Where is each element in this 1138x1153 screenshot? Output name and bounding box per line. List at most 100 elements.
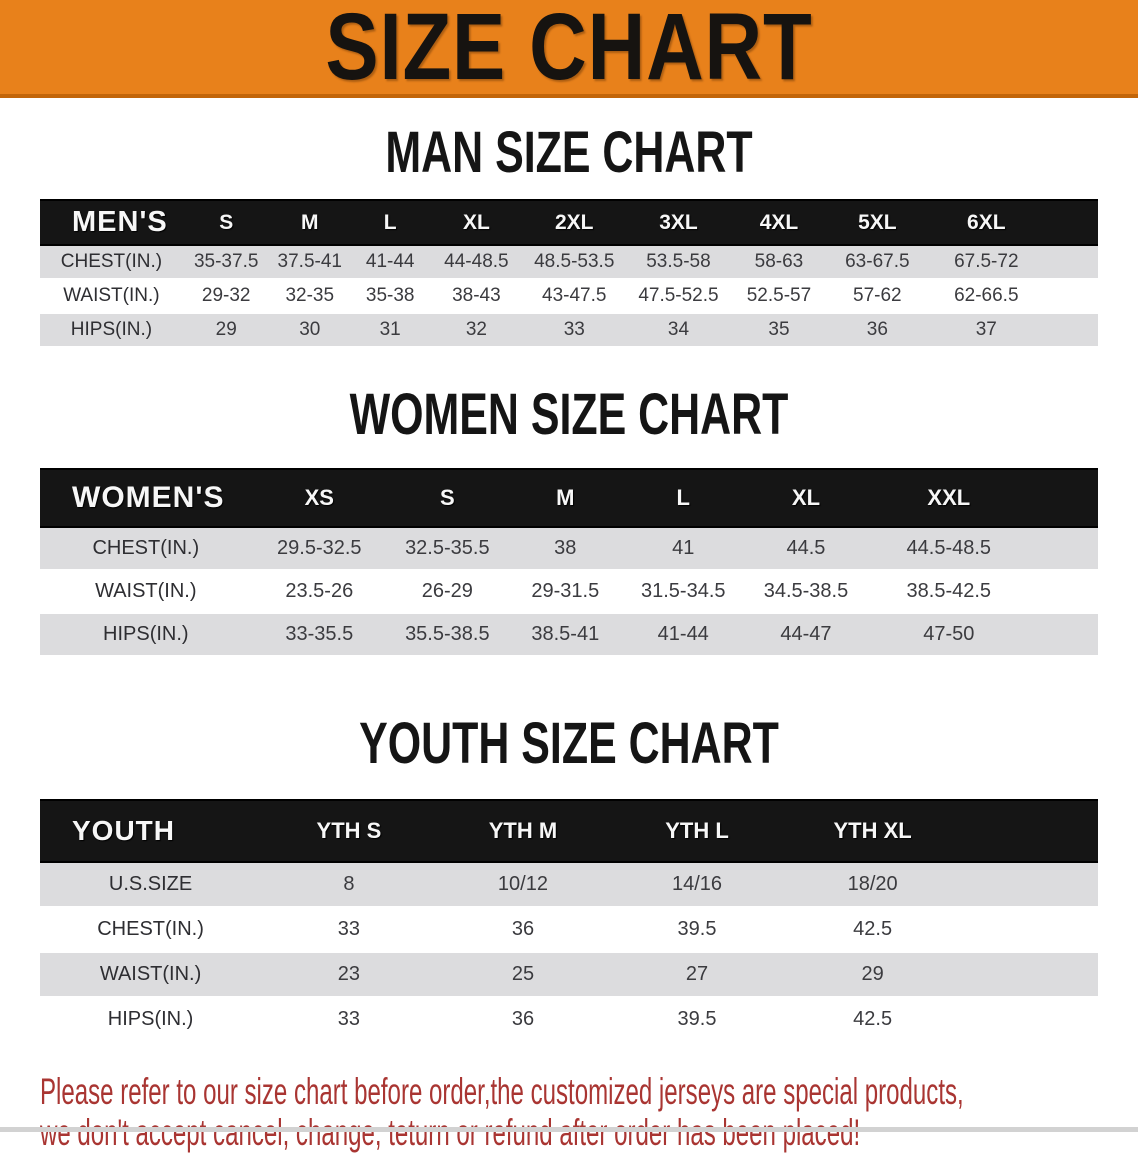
size-column-header: XL: [743, 468, 869, 528]
size-value-cell: 47.5-52.5: [626, 279, 731, 314]
size-column-header: 3XL: [626, 199, 731, 246]
size-value-cell: 44-48.5: [430, 245, 523, 280]
order-policy-note-line2: we don't accept cancel, change, teturn o…: [40, 1112, 861, 1153]
size-value-cell: 31.5-34.5: [622, 570, 744, 614]
size-value-cell: 29-32: [182, 279, 270, 314]
size-value-cell: 39.5: [609, 907, 785, 953]
measurement-row: HIPS(IN.) 33 36 39.5 42.5: [40, 997, 1098, 1043]
size-value-cell: 34.5-38.5: [743, 570, 869, 614]
size-value-cell: 35.5-38.5: [387, 613, 508, 657]
size-value-cell: 31: [349, 313, 431, 348]
size-value-cell: 62-66.5: [927, 279, 1046, 314]
size-value-cell: 57-62: [827, 279, 928, 314]
row-spacer-cell: [1029, 527, 1098, 571]
row-spacer-cell: [960, 907, 1098, 953]
size-value-cell: 27: [609, 952, 785, 998]
youth-size-table: YOUTH YTH S YTH M YTH L YTH XL U.S.SIZE 8 10/12…: [40, 799, 1098, 1043]
size-value-cell: 44-47: [743, 613, 869, 657]
size-column-header: M: [507, 468, 623, 528]
size-value-cell: 44.5-48.5: [868, 527, 1030, 571]
size-value-cell: 23: [261, 952, 437, 998]
size-column-header: XS: [251, 468, 388, 528]
size-value-cell: 53.5-58: [626, 245, 731, 280]
row-spacer-cell: [960, 952, 1098, 998]
size-value-cell: 33-35.5: [251, 613, 388, 657]
size-column-header: YTH XL: [784, 799, 961, 863]
size-value-cell: 29.5-32.5: [251, 527, 388, 571]
size-value-cell: 52.5-57: [730, 279, 828, 314]
size-value-cell: 35-38: [349, 279, 431, 314]
size-column-header: YTH M: [436, 799, 610, 863]
size-value-cell: 38.5-42.5: [868, 570, 1030, 614]
size-value-cell: 29: [182, 313, 270, 348]
size-value-cell: 37: [927, 313, 1046, 348]
size-value-cell: 38-43: [430, 279, 523, 314]
size-column-header: XL: [430, 199, 523, 246]
size-value-cell: 44.5: [743, 527, 869, 571]
size-header-row: WOMEN'S XS S M L XL XXL: [40, 468, 1098, 528]
size-header-row: YOUTH YTH S YTH M YTH L YTH XL: [40, 799, 1098, 863]
size-value-cell: 37.5-41: [269, 245, 350, 280]
size-value-cell: 32.5-35.5: [387, 527, 508, 571]
size-column-header: M: [269, 199, 350, 246]
size-value-cell: 41-44: [349, 245, 431, 280]
size-column-header: 2XL: [522, 199, 627, 246]
measurement-row: WAIST(IN.) 29-32 32-35 35-38 38-43 43-47.5 47.…: [40, 279, 1098, 314]
size-value-cell: 32: [430, 313, 523, 348]
size-column-header: S: [182, 199, 270, 246]
row-spacer-cell: [1029, 613, 1098, 657]
size-column-header: 5XL: [827, 199, 928, 246]
size-value-cell: 34: [626, 313, 731, 348]
measurement-row: U.S.SIZE 8 10/12 14/16 18/20: [40, 862, 1098, 908]
row-label: HIPS(IN.): [40, 613, 252, 657]
size-column-header: XXL: [868, 468, 1030, 528]
size-value-cell: 58-63: [730, 245, 828, 280]
size-column-header: L: [622, 468, 744, 528]
size-value-cell: 14/16: [609, 862, 785, 908]
mens-size-table: MEN'S S M L XL 2XL 3XL 4XL 5XL 6XL CHEST(IN.) 35-37…: [40, 199, 1098, 348]
size-value-cell: 47-50: [868, 613, 1030, 657]
size-value-cell: 41: [622, 527, 744, 571]
size-value-cell: 39.5: [609, 997, 785, 1043]
measurement-row: HIPS(IN.) 33-35.5 35.5-38.5 38.5-41 41-44 44-…: [40, 613, 1098, 657]
header-spacer-cell: [960, 799, 1098, 863]
size-value-cell: 18/20: [784, 862, 961, 908]
order-policy-note-line1: Please refer to our size chart before or…: [40, 1071, 964, 1112]
womens-size-table: WOMEN'S XS S M L XL XXL CHEST(IN.) 29.5-32.5 32.5…: [40, 468, 1098, 657]
measurement-row: HIPS(IN.) 29 30 31 32 33 34 35 36 37: [40, 313, 1098, 348]
row-label: WAIST(IN.): [40, 279, 183, 314]
size-column-header: 4XL: [730, 199, 828, 246]
row-spacer-cell: [1045, 279, 1098, 314]
size-value-cell: 48.5-53.5: [522, 245, 627, 280]
row-label: CHEST(IN.): [40, 907, 262, 953]
women-section-heading: WOMEN SIZE CHART: [349, 382, 789, 447]
group-label: MEN'S: [40, 199, 183, 246]
size-value-cell: 10/12: [436, 862, 610, 908]
size-value-cell: 26-29: [387, 570, 508, 614]
size-chart-banner: SIZE CHART: [0, 0, 1138, 98]
size-value-cell: 36: [827, 313, 928, 348]
size-header-row: MEN'S S M L XL 2XL 3XL 4XL 5XL 6XL: [40, 199, 1098, 246]
size-value-cell: 43-47.5: [522, 279, 627, 314]
group-label: YOUTH: [40, 799, 262, 863]
size-value-cell: 38: [507, 527, 623, 571]
size-value-cell: 35-37.5: [182, 245, 270, 280]
row-label: CHEST(IN.): [40, 245, 183, 280]
row-label: WAIST(IN.): [40, 952, 262, 998]
size-value-cell: 32-35: [269, 279, 350, 314]
size-value-cell: 30: [269, 313, 350, 348]
size-column-header: 6XL: [927, 199, 1046, 246]
header-spacer-cell: [1045, 199, 1098, 246]
row-label: CHEST(IN.): [40, 527, 252, 571]
size-value-cell: 41-44: [622, 613, 744, 657]
group-label: WOMEN'S: [40, 468, 252, 528]
women-size-chart-section: WOMEN SIZE CHART WOMEN'S XS S M L XL XXL CHEST(…: [0, 386, 1138, 657]
order-policy-note: Please refer to our size chart before or…: [40, 1071, 964, 1153]
row-spacer-cell: [960, 997, 1098, 1043]
size-value-cell: 36: [436, 907, 610, 953]
measurement-row: CHEST(IN.) 29.5-32.5 32.5-35.5 38 41 44.5 44.5…: [40, 527, 1098, 571]
row-label: HIPS(IN.): [40, 313, 183, 348]
size-value-cell: 42.5: [784, 997, 961, 1043]
size-value-cell: 63-67.5: [827, 245, 928, 280]
size-value-cell: 36: [436, 997, 610, 1043]
